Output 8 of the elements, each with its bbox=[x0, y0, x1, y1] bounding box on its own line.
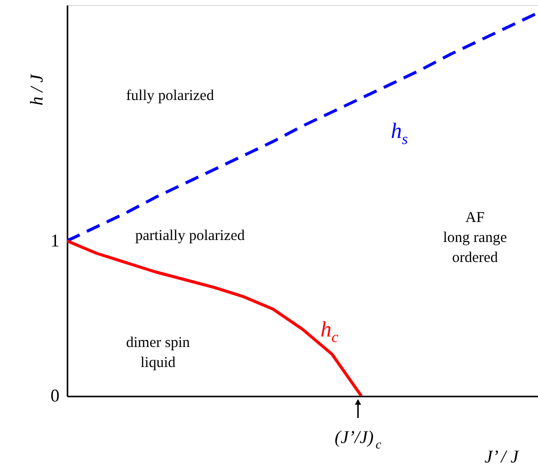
annotation: dimer spin liquid bbox=[126, 335, 190, 371]
y-tick-label: 0 bbox=[50, 386, 60, 406]
x-axis-title: J’ / J bbox=[484, 446, 520, 464]
y-tick-label: 1 bbox=[50, 230, 60, 250]
y-axis-title: h / J bbox=[26, 74, 46, 106]
annotation: AF long range ordered bbox=[443, 210, 508, 266]
annotation: fully polarized bbox=[126, 88, 214, 104]
annotation: partially polarized bbox=[135, 228, 246, 244]
